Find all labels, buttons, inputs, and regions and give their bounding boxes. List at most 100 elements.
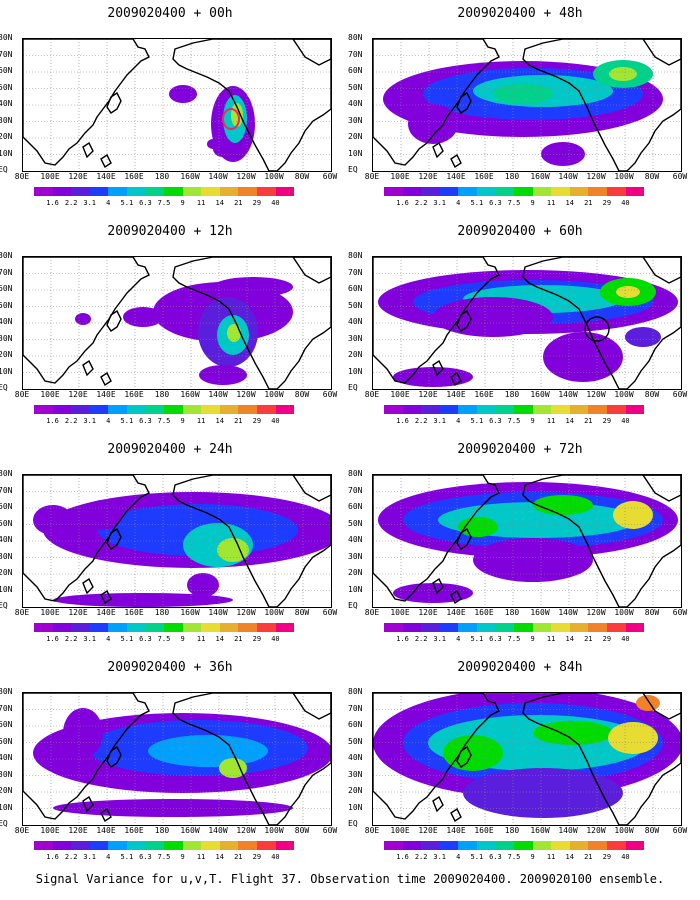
colorbar-swatch [606,841,626,850]
latitude-label: 70N [348,703,363,713]
colorbar-label: 40 [621,853,630,861]
colorbar-labels: 1.6 2.2 3.1 4 5.1 6.3 7.5 9 11 14 21 29 40 [384,635,644,645]
latitude-label: 20N [348,350,363,359]
colorbar-swatch [201,623,220,632]
longitude-label: 80E [364,608,380,617]
colorbar-label: 5.1 [470,853,484,861]
colorbar-swatch [238,623,257,632]
colorbar-swatch [458,405,477,414]
latitude-label: 40N [348,535,363,544]
latitude-label: 40N [348,753,363,762]
latitude-label: EQ [0,601,8,610]
colorbar-swatch [458,841,477,850]
coastline [522,475,681,607]
panel-title: 2009020400 + 84h [457,660,583,675]
colorbar-swatch [514,841,533,850]
coastline [82,795,112,823]
colorbar-swatch [476,623,496,632]
colorbar-labels: 1.6 2.2 3.1 4 5.1 6.3 7.5 9 11 14 21 29 40 [384,417,644,427]
longitude-label: 80E [364,826,380,835]
longitude-label: 140W [208,390,228,399]
latitude-label: EQ [0,819,8,828]
coastline [642,39,681,66]
colorbar-label: 21 [584,635,593,643]
latitude-label: 80N [348,687,363,696]
latitude-label: 30N [348,551,363,561]
colorbar-swatch [89,841,109,850]
variance-region [393,367,473,387]
longitude-label: 60W [672,172,688,181]
latitude-label: 10N [0,802,13,812]
colorbar-label: 1.6 [396,635,409,643]
colorbar-label: 6.3 [139,417,152,425]
latitude-label: 20N [0,568,13,577]
colorbar [34,841,295,850]
colorbar-swatch [532,187,552,196]
colorbar-label: 21 [234,417,243,425]
longitude-label: 120E [418,172,438,181]
forecast-panel: 2009020400 + 60h 80N 70N 60N 50N 40N 30N 20N 10N… [348,218,690,440]
colorbar-label: 1.6 [396,199,409,207]
variance-region [533,495,593,515]
colorbar-swatch [551,841,570,850]
colorbar-swatch [238,405,257,414]
longitude-label: 140E [446,172,466,181]
latitude-label: 50N [348,736,363,746]
colorbar-swatch [551,405,570,414]
longitude-label: 80W [644,390,660,399]
coastline [106,309,122,332]
colorbar-swatch [145,841,165,850]
forecast-panel: 2009020400 + 12h 80N 70N 60N 50N 40N 30N 20N 10N… [0,218,340,440]
colorbar-label: 40 [271,417,280,425]
variance-region [533,721,613,745]
colorbar-swatch [402,187,422,196]
latitude-label: 10N [348,584,363,594]
colorbar-swatch [126,623,146,632]
variance-region [123,307,163,327]
latitude-label: 80N [0,687,13,696]
variance-region [207,139,219,149]
colorbar-label: 5.1 [470,635,484,643]
colorbar-label: 14 [215,853,224,861]
longitude-label: 160W [530,390,550,399]
colorbar-swatch [219,623,239,632]
coastline [23,257,150,384]
colorbar-swatch [569,623,589,632]
colorbar-label: 4 [456,853,461,861]
colorbar-swatch [108,405,127,414]
variance-region [213,277,293,297]
variance-region [625,327,661,347]
latitude-label: 30N [0,769,13,779]
longitude-label: 180 [504,172,520,181]
forecast-panel: 2009020400 + 84h 80N 70N 60N 50N 40N 30N 20N 10N… [348,654,690,876]
variance-region [473,538,593,582]
panel-title: 2009020400 + 12h [107,224,233,239]
colorbar-swatch [402,841,422,850]
colorbar-swatch [126,405,146,414]
latitude-label: 20N [348,132,363,141]
colorbar [384,187,645,196]
latitude-label: EQ [348,819,358,828]
latitude-label: 70N [348,267,363,277]
colorbar-swatch [384,405,403,414]
colorbar-label: 29 [252,853,262,861]
colorbar-label: 14 [215,417,224,425]
colorbar-swatch [476,405,496,414]
colorbar-swatch [606,405,626,414]
longitude-label: 160E [124,172,144,181]
longitude-label: 140W [558,608,578,617]
map-svg [373,475,681,607]
colorbar [384,623,645,632]
panel-title: 2009020400 + 24h [107,442,233,457]
variance-region [63,708,103,758]
forecast-panel: 2009020400 + 72h 80N 70N 60N 50N 40N 30N 20N 10N… [348,436,690,658]
map-area [22,474,332,608]
colorbar-swatch [551,187,570,196]
longitude-label: 180 [504,608,520,617]
colorbar [34,405,295,414]
coastline [23,475,150,602]
variance-region [433,297,553,337]
latitude-label: 50N [0,300,13,310]
variance-region [187,573,219,597]
latitude-label: 20N [0,132,13,141]
